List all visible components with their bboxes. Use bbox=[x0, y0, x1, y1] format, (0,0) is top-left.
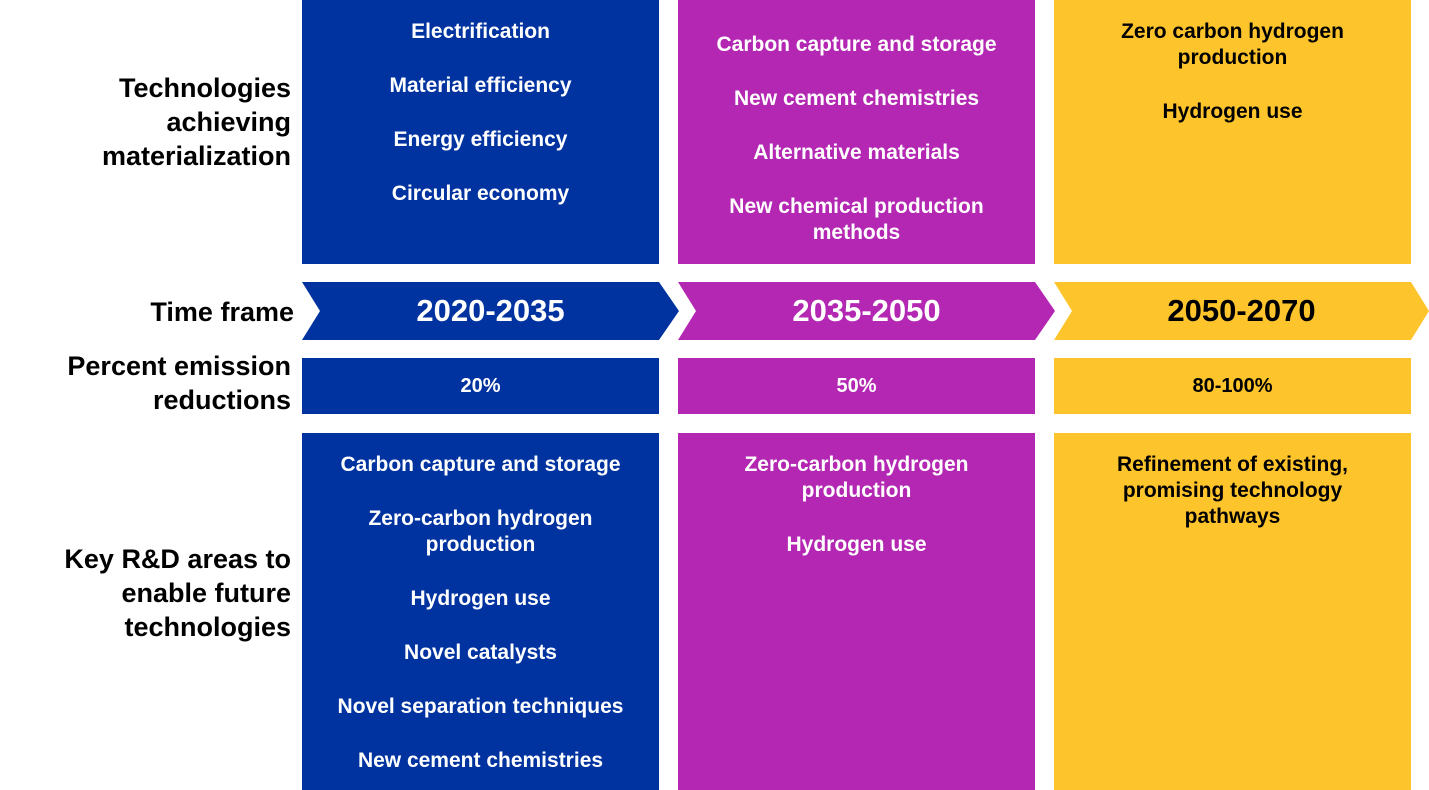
chevron-arrow-shape bbox=[678, 282, 1055, 340]
rd-item: Zero-carbon hydrogen production bbox=[368, 507, 593, 556]
technology-item: New cement chemistries bbox=[733, 87, 980, 110]
chevron-arrow-shape bbox=[302, 282, 679, 340]
technology-item: New chemical production methods bbox=[729, 195, 984, 244]
percent-value: 20% bbox=[460, 375, 501, 397]
rd-item: Hydrogen use bbox=[786, 533, 927, 556]
technology-item: Energy efficiency bbox=[393, 128, 568, 151]
technology-item: Zero carbon hydrogen production bbox=[1121, 20, 1344, 69]
row-label-percent-line-2: reductions bbox=[152, 385, 291, 415]
percent-value: 50% bbox=[836, 375, 877, 397]
row-label-rd-line-1: Key R&D areas to bbox=[64, 544, 291, 574]
row-label-technologies-line-3: materialization bbox=[101, 141, 291, 171]
row-label-rd: Key R&D areas to enable future technolog… bbox=[0, 541, 291, 645]
timeframe-label: 2035-2050 bbox=[792, 293, 941, 328]
technology-item: Carbon capture and storage bbox=[716, 33, 997, 56]
timeframe-label: 2020-2035 bbox=[416, 293, 565, 328]
rd-box-2020-2035: Carbon capture and storage Zero-carbon h… bbox=[302, 433, 659, 790]
rd-item: Zero-carbon hydrogen production bbox=[744, 453, 969, 502]
row-label-technologies-line-2: achieving bbox=[166, 107, 291, 137]
rd-box-2050-2070: Refinement of existing, promising techno… bbox=[1054, 433, 1411, 790]
rd-item: New cement chemistries bbox=[357, 749, 604, 772]
row-label-rd-line-3: technologies bbox=[124, 612, 291, 642]
rd-item: Refinement of existing, promising techno… bbox=[1116, 453, 1349, 528]
technology-item: Alternative materials bbox=[753, 141, 960, 164]
rd-item: Novel catalysts bbox=[404, 641, 557, 664]
row-label-time-frame: Time frame bbox=[0, 294, 294, 330]
chevron-arrow-shape bbox=[1054, 282, 1429, 340]
timeframe-arrow-2020-2035: 2020-2035 bbox=[302, 282, 679, 340]
percent-box-2050-2070: 80-100% bbox=[1054, 358, 1411, 414]
rd-item: Novel separation techniques bbox=[337, 695, 624, 718]
rd-item: Carbon capture and storage bbox=[340, 453, 621, 476]
timeframe-arrow-2035-2050: 2035-2050 bbox=[678, 282, 1055, 340]
technology-item: Material efficiency bbox=[389, 74, 572, 97]
technologies-box-2020-2035: Electrification Material efficiency Ener… bbox=[302, 0, 659, 264]
timeframe-label: 2050-2070 bbox=[1167, 293, 1316, 328]
row-label-time-frame-text: Time frame bbox=[150, 297, 294, 327]
percent-box-2020-2035: 20% bbox=[302, 358, 659, 414]
percent-box-2035-2050: 50% bbox=[678, 358, 1035, 414]
rd-item: Hydrogen use bbox=[410, 587, 551, 610]
percent-value: 80-100% bbox=[1192, 375, 1273, 397]
technology-item: Hydrogen use bbox=[1162, 100, 1303, 123]
technology-item: Electrification bbox=[411, 20, 550, 43]
rd-box-2035-2050: Zero-carbon hydrogen production Hydrogen… bbox=[678, 433, 1035, 790]
technologies-box-2050-2070: Zero carbon hydrogen production Hydrogen… bbox=[1054, 0, 1411, 264]
technology-item: Circular economy bbox=[391, 182, 570, 205]
technologies-box-2035-2050: Carbon capture and storage New cement ch… bbox=[678, 0, 1035, 264]
row-label-technologies-line-1: Technologies bbox=[118, 73, 291, 103]
row-label-percent: Percent emission reductions bbox=[0, 349, 291, 417]
row-label-rd-line-2: enable future bbox=[121, 578, 291, 608]
row-label-technologies: Technologies achieving materialization bbox=[0, 70, 291, 174]
timeframe-arrow-2050-2070: 2050-2070 bbox=[1054, 282, 1429, 340]
row-label-percent-line-1: Percent emission bbox=[67, 351, 291, 381]
